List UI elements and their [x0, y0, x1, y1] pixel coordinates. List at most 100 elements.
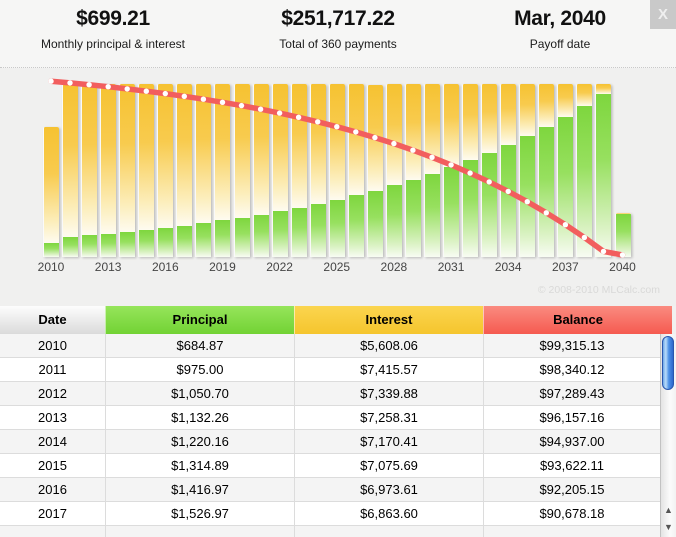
- table-row-partial: [0, 526, 660, 537]
- bar-2022: [271, 84, 288, 257]
- bar-2040: [614, 213, 631, 257]
- principal-segment: [520, 136, 536, 257]
- principal-segment: [482, 153, 498, 257]
- bar-2025: [328, 84, 345, 257]
- bar-2026: [347, 84, 364, 257]
- bar-2024: [309, 84, 326, 257]
- bar-2036: [538, 84, 555, 257]
- bar-2035: [519, 84, 536, 257]
- principal-segment: [501, 145, 517, 257]
- table-row: 2013 $1,132.26 $7,258.31 $96,157.16: [0, 406, 660, 430]
- principal-segment: [310, 204, 326, 257]
- scrollbar-thumb[interactable]: [662, 336, 674, 390]
- date-cell: 2010: [38, 338, 67, 353]
- x-tick-2034: 2034: [494, 260, 522, 274]
- date-cell: [0, 526, 105, 537]
- interest-cell: $5,608.06: [294, 334, 483, 358]
- table-row: 2010 $684.87 $5,608.06 $99,315.13: [0, 334, 660, 358]
- payoff-date-value: Mar, 2040: [514, 7, 606, 30]
- x-tick-2019: 2019: [209, 260, 236, 274]
- close-icon[interactable]: X: [650, 0, 676, 29]
- date-cell: 2016: [38, 482, 67, 497]
- interest-segment: [158, 84, 174, 228]
- interest-cell: $6,973.61: [294, 478, 483, 502]
- bar-2014: [119, 84, 136, 257]
- table-row: 2015 $1,314.89 $7,075.69 $93,622.11: [0, 454, 660, 478]
- summary-header: $699.21 Monthly principal & interest $25…: [0, 0, 676, 68]
- date-cell: 2011: [38, 362, 67, 377]
- table-row: 2017 $1,526.97 $6,863.60 $90,678.18: [0, 502, 660, 526]
- interest-segment: [520, 84, 536, 136]
- principal-segment: [348, 195, 364, 257]
- interest-segment: [120, 84, 136, 232]
- interest-segment: [82, 84, 98, 235]
- interest-segment: [463, 84, 479, 160]
- x-tick-2037: 2037: [551, 260, 579, 274]
- vertical-scrollbar[interactable]: ▲ ▼: [660, 334, 676, 537]
- bar-2028: [385, 84, 402, 257]
- bar-2018: [195, 84, 212, 257]
- bar-2032: [462, 84, 479, 257]
- principal-segment: [44, 243, 59, 257]
- interest-cell: $7,415.57: [294, 358, 483, 382]
- table-row: 2016 $1,416.97 $6,973.61 $92,205.15: [0, 478, 660, 502]
- bar-2037: [557, 84, 574, 257]
- principal-segment: [215, 220, 231, 257]
- principal-segment: [463, 160, 479, 257]
- principal-segment: [539, 127, 555, 257]
- stat-monthly-payment: $699.21 Monthly principal & interest: [18, 7, 208, 51]
- principal-segment: [291, 208, 307, 257]
- interest-segment: [444, 84, 460, 167]
- column-header-date: Date: [0, 306, 105, 334]
- interest-segment: [253, 84, 269, 215]
- bar-2038: [576, 84, 593, 257]
- principal-segment: [615, 214, 631, 257]
- interest-segment: [577, 84, 593, 106]
- watermark: © 2008-2010 MLCalc.com: [537, 284, 660, 296]
- x-tick-2013: 2013: [94, 260, 122, 274]
- monthly-payment-label: Monthly principal & interest: [40, 37, 186, 51]
- principal-segment: [367, 191, 383, 257]
- x-tick-2010: 2010: [37, 260, 65, 274]
- bar-2030: [424, 84, 440, 257]
- bar-2015: [138, 84, 155, 257]
- date-cell: 2012: [38, 386, 67, 401]
- interest-segment: [329, 84, 345, 200]
- principal-segment: [158, 228, 174, 257]
- balance-cell: $93,622.11: [483, 454, 660, 478]
- interest-segment: [539, 84, 555, 127]
- balance-cell: $90,678.18: [483, 502, 660, 526]
- x-tick-2040: 2040: [609, 260, 636, 274]
- principal-segment: [82, 235, 98, 257]
- bar-2020: [233, 84, 250, 257]
- interest-cell: [294, 526, 483, 537]
- interest-segment: [405, 84, 421, 180]
- principal-segment: [577, 106, 593, 257]
- principal-segment: [329, 200, 345, 257]
- principal-segment: [139, 230, 155, 257]
- monthly-payment-value: $699.21: [76, 7, 150, 30]
- column-header-interest: Interest: [294, 306, 483, 334]
- interest-cell: $7,075.69: [294, 454, 483, 478]
- principal-cell: $684.87: [105, 334, 294, 358]
- principal-segment: [196, 223, 212, 257]
- x-tick-2031: 2031: [437, 260, 465, 274]
- principal-cell: $1,050.70: [105, 382, 294, 406]
- amortization-chart: 2010 2013 2016 2019 2022 2025 2028 2031 2034 2037…: [0, 68, 676, 306]
- interest-segment: [348, 84, 364, 195]
- interest-segment: [139, 84, 155, 230]
- bar-2012: [81, 84, 98, 257]
- balance-cell: $96,157.16: [483, 406, 660, 430]
- interest-segment: [101, 84, 117, 234]
- stat-payoff-date: Mar, 2040 Payoff date: [465, 7, 655, 51]
- principal-segment: [425, 174, 440, 257]
- principal-segment: [63, 237, 79, 257]
- column-header-balance: Balance: [483, 306, 672, 334]
- bar-2011: [62, 84, 79, 257]
- interest-cell: $7,339.88: [294, 382, 483, 406]
- bar-2016: [157, 84, 174, 257]
- scroll-up-icon[interactable]: ▲: [664, 505, 673, 515]
- scroll-down-icon[interactable]: ▼: [664, 522, 673, 532]
- interest-segment: [386, 84, 402, 185]
- interest-cell: $7,170.41: [294, 430, 483, 454]
